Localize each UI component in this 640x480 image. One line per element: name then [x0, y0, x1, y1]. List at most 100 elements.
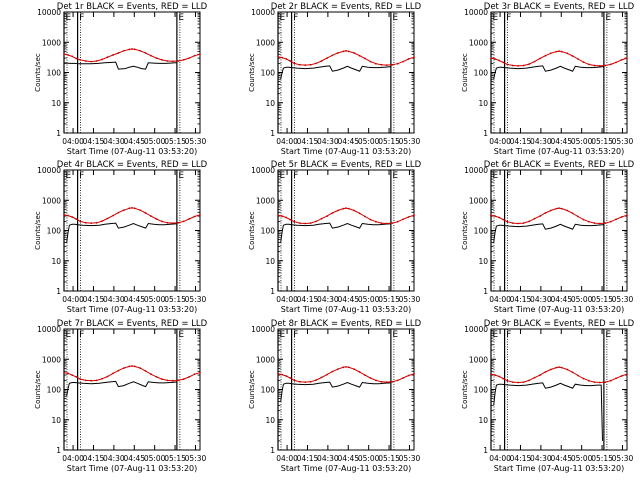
data-point-lld: [364, 374, 366, 376]
data-point-lld: [577, 374, 579, 377]
chart-panel-5: Det 5r BLACK = Events, RED = LLD 1 10 100 10…: [248, 160, 422, 314]
data-point-lld: [566, 52, 569, 55]
x-axis-label: Start Time (07-Aug-11 03:53:20): [67, 305, 198, 314]
x-tick-label: 04:00: [276, 295, 298, 304]
data-point-lld: [106, 375, 109, 378]
marker-label: F: [293, 330, 298, 340]
data-point-lld: [315, 62, 317, 65]
data-point-lld: [63, 371, 65, 374]
data-point-lld: [511, 222, 514, 225]
data-point-lld: [528, 220, 530, 223]
data-point-lld: [342, 207, 345, 210]
y-tick-label: 1000: [469, 355, 488, 364]
x-tick-label: 05:30: [399, 454, 421, 463]
y-tick-label: 100: [261, 69, 276, 78]
x-tick-label: 04:15: [83, 295, 105, 304]
x-tick-label: 04:15: [510, 137, 532, 146]
marker-label: E: [178, 13, 184, 23]
data-point-lld: [336, 368, 339, 371]
data-point-lld: [353, 368, 356, 371]
data-point-lld: [139, 209, 142, 212]
data-point-lld: [117, 52, 120, 54]
data-point-lld: [502, 218, 505, 221]
series-line-events: [64, 61, 177, 70]
data-point-lld: [298, 222, 301, 225]
data-point-lld: [345, 366, 347, 368]
data-point-lld: [347, 366, 350, 369]
data-point-lld: [369, 377, 372, 379]
data-point-lld: [626, 373, 628, 376]
x-tick-label: 04:30: [103, 295, 125, 304]
data-point-lld: [609, 220, 612, 223]
data-point-lld: [336, 209, 339, 212]
x-tick-label: 05:15: [591, 454, 613, 463]
data-point-lld: [571, 212, 574, 215]
x-tick-label: 04:45: [337, 454, 359, 463]
data-point-lld: [598, 222, 601, 225]
y-tick-label: 1: [483, 129, 488, 138]
data-point-lld: [391, 63, 394, 66]
data-point-lld: [353, 209, 356, 212]
data-point-lld: [171, 222, 174, 225]
chart-panel-9: Det 9r BLACK = Events, RED = LLD 1 10 100 10…: [461, 319, 635, 473]
data-point-lld: [494, 374, 496, 376]
y-tick-label: 10000: [37, 166, 61, 175]
series-line-events: [280, 65, 391, 80]
data-point-lld: [155, 57, 158, 59]
data-point-lld: [598, 381, 601, 384]
x-axis-label: Start Time (07-Aug-11 03:53:20): [494, 147, 625, 156]
marker-label: E: [66, 171, 72, 181]
data-point-lld: [490, 373, 492, 376]
x-tick-label: 04:30: [530, 454, 552, 463]
data-point-lld: [555, 50, 558, 53]
data-point-lld: [101, 58, 103, 61]
chart-title: Det 5r BLACK = Events, RED = LLD: [271, 160, 422, 170]
x-tick-label: 05:00: [571, 454, 593, 463]
series-line-events: [493, 382, 603, 441]
chart-panel-1: Det 1r BLACK = Events, RED = LLD 1 10 100 10…: [34, 2, 208, 156]
data-point-lld: [396, 220, 399, 223]
data-point-lld: [620, 375, 623, 377]
data-point-lld: [188, 376, 191, 378]
data-point-lld: [161, 220, 163, 223]
marker-label: F: [79, 171, 84, 181]
data-point-lld: [199, 371, 201, 374]
y-tick-label: 100: [261, 386, 276, 395]
data-point-lld: [407, 374, 410, 377]
data-point-lld: [182, 378, 185, 380]
y-tick-label: 10: [51, 99, 61, 108]
series-line-events: [493, 223, 604, 243]
data-point-lld: [122, 209, 125, 212]
data-point-lld: [128, 48, 131, 51]
data-point-lld: [171, 60, 174, 63]
series-line-events: [66, 222, 177, 243]
x-tick-label: 04:15: [83, 454, 105, 463]
data-point-lld: [71, 216, 74, 218]
chart-title: Det 9r BLACK = Events, RED = LLD: [484, 319, 635, 329]
y-tick-label: 10000: [464, 325, 488, 334]
data-point-lld: [413, 372, 415, 375]
data-point-lld: [277, 214, 279, 217]
data-point-lld: [281, 373, 283, 376]
x-tick-label: 04:15: [297, 454, 319, 463]
chart-panel-7: Det 7r BLACK = Events, RED = LLD 1 10 100 10…: [34, 319, 208, 473]
data-point-lld: [615, 377, 617, 380]
data-point-lld: [101, 377, 103, 380]
data-point-lld: [490, 214, 492, 217]
x-tick-label: 04:00: [62, 137, 84, 146]
data-point-lld: [391, 222, 394, 225]
data-point-lld: [358, 212, 361, 215]
x-tick-label: 04:30: [530, 137, 552, 146]
data-point-lld: [112, 214, 114, 217]
y-tick-label: 1: [483, 287, 488, 296]
data-point-lld: [133, 48, 136, 51]
data-point-lld: [161, 378, 163, 380]
y-tick-label: 100: [47, 69, 62, 78]
x-tick-label: 05:15: [378, 137, 400, 146]
data-point-lld: [517, 222, 520, 225]
data-point-lld: [320, 217, 323, 220]
marker-label: E: [605, 13, 611, 23]
data-point-lld: [396, 379, 399, 382]
data-point-lld: [593, 64, 596, 67]
chart-title: Det 2r BLACK = Events, RED = LLD: [271, 2, 422, 12]
